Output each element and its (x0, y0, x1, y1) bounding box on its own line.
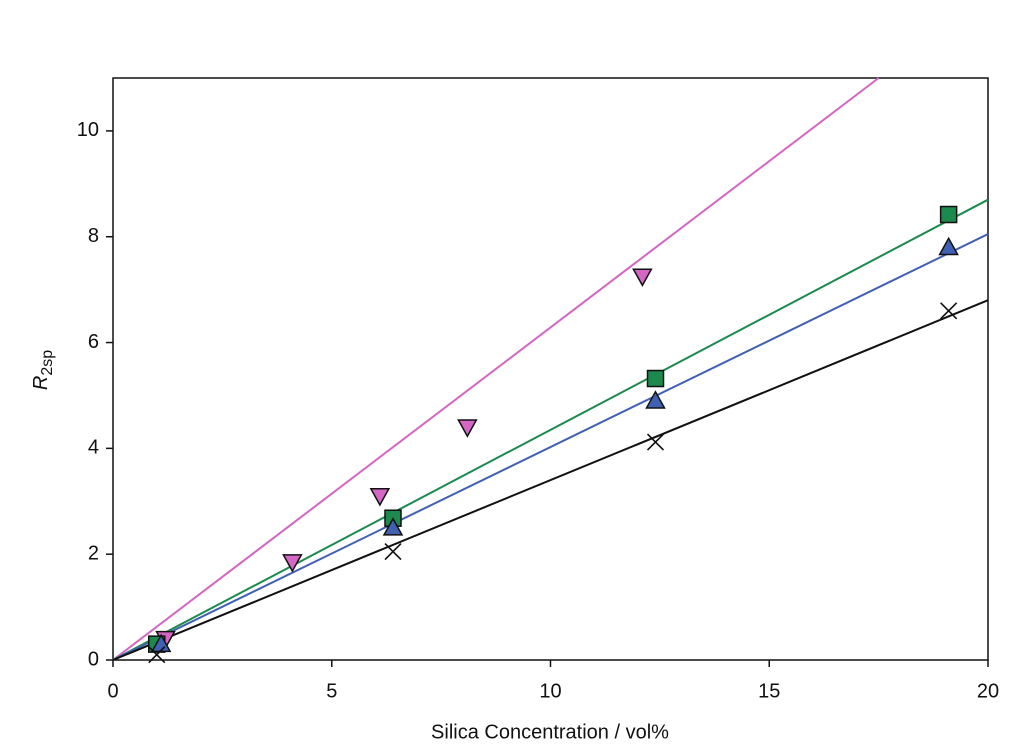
y-tick-label: 10 (77, 119, 99, 141)
marker (938, 236, 959, 256)
fit-line (112, 77, 880, 661)
marker (632, 268, 653, 287)
marker (646, 369, 665, 388)
y-axis-label-main: R (30, 376, 52, 390)
y-tick-label: 0 (88, 648, 99, 670)
marker (457, 419, 478, 438)
marker (369, 488, 391, 507)
x-tick-label: 10 (539, 680, 561, 702)
marker (645, 390, 666, 409)
y-tick-label: 6 (88, 331, 99, 353)
x-tick-label: 20 (977, 680, 999, 702)
x-tick-label: 15 (758, 680, 780, 702)
marker (939, 205, 958, 224)
x-tick-label: 0 (107, 680, 118, 702)
marker (646, 433, 665, 451)
y-tick-label: 2 (88, 542, 99, 564)
y-axis-label-sub: 2sp (39, 350, 56, 376)
x-axis-label: Silica Concentration / vol% (431, 721, 669, 743)
plot-frame (112, 77, 989, 661)
y-tick-label: 8 (88, 225, 99, 247)
marker (148, 646, 166, 664)
marker (282, 554, 303, 573)
fit-line (112, 198, 989, 661)
fit-line (112, 299, 989, 661)
y-axis-label: R2sp (30, 350, 56, 390)
marker (382, 517, 404, 536)
fit-line (112, 233, 989, 661)
x-tick-label: 5 (326, 680, 337, 702)
y-tick-label: 4 (88, 437, 99, 459)
marker (940, 302, 958, 320)
marker (384, 542, 402, 561)
